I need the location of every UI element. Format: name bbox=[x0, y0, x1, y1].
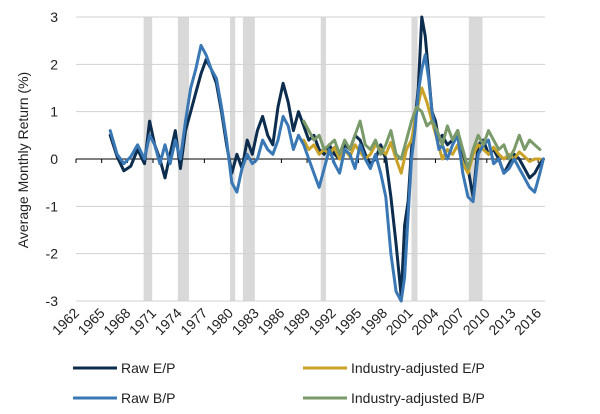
y-tick-label: 2 bbox=[50, 56, 58, 72]
x-tick-label: 2016 bbox=[511, 305, 544, 338]
y-tick-labels: -3 -2 -1 0 1 2 3 bbox=[46, 9, 59, 309]
x-tick-label: 1989 bbox=[280, 305, 313, 338]
x-tick-label: 1980 bbox=[203, 305, 236, 338]
x-tick-label: 1998 bbox=[357, 305, 390, 338]
legend-label: Raw B/P bbox=[121, 390, 175, 406]
y-tick-label: 0 bbox=[50, 151, 58, 167]
legend-label: Industry-adjusted B/P bbox=[351, 390, 485, 406]
x-tick-label: 1983 bbox=[229, 305, 262, 338]
y-tick-label: 1 bbox=[50, 104, 58, 120]
legend-label: Raw E/P bbox=[121, 360, 175, 376]
x-tick-label: 1971 bbox=[126, 305, 159, 338]
x-tick-label: 1968 bbox=[100, 305, 133, 338]
y-tick-label: 3 bbox=[50, 9, 58, 25]
x-tick-label: 1965 bbox=[74, 305, 107, 338]
legend-label: Industry-adjusted E/P bbox=[351, 360, 485, 376]
x-tick-label: 2001 bbox=[383, 305, 416, 338]
x-tick-label: 1992 bbox=[306, 305, 339, 338]
x-tick-labels: 1962196519681971197419771980198319861989… bbox=[49, 305, 545, 338]
series-line bbox=[108, 43, 545, 303]
x-tick-label: 2010 bbox=[460, 305, 493, 338]
x-tick-label: 1986 bbox=[254, 305, 287, 338]
gridlines bbox=[76, 16, 545, 302]
y-tick-label: -1 bbox=[46, 198, 59, 214]
series-line bbox=[302, 105, 542, 170]
y-tick-label: -2 bbox=[46, 246, 59, 262]
series-lines bbox=[108, 15, 545, 303]
legend: Raw E/P Raw B/P Industry-adjusted E/P Indus… bbox=[73, 360, 485, 406]
x-tick-label: 1995 bbox=[331, 305, 364, 338]
y-tick-label: -3 bbox=[46, 293, 59, 309]
x-tick-label: 1974 bbox=[151, 305, 184, 338]
series-line bbox=[302, 86, 542, 175]
x-tick-label: 2004 bbox=[408, 305, 441, 338]
x-tick-label: 2007 bbox=[434, 305, 467, 338]
y-axis-label: Average Monthly Return (%) bbox=[15, 72, 31, 248]
x-tick-label: 1962 bbox=[49, 305, 82, 338]
x-tick-label: 1977 bbox=[177, 305, 210, 338]
x-tick-label: 2013 bbox=[485, 305, 518, 338]
